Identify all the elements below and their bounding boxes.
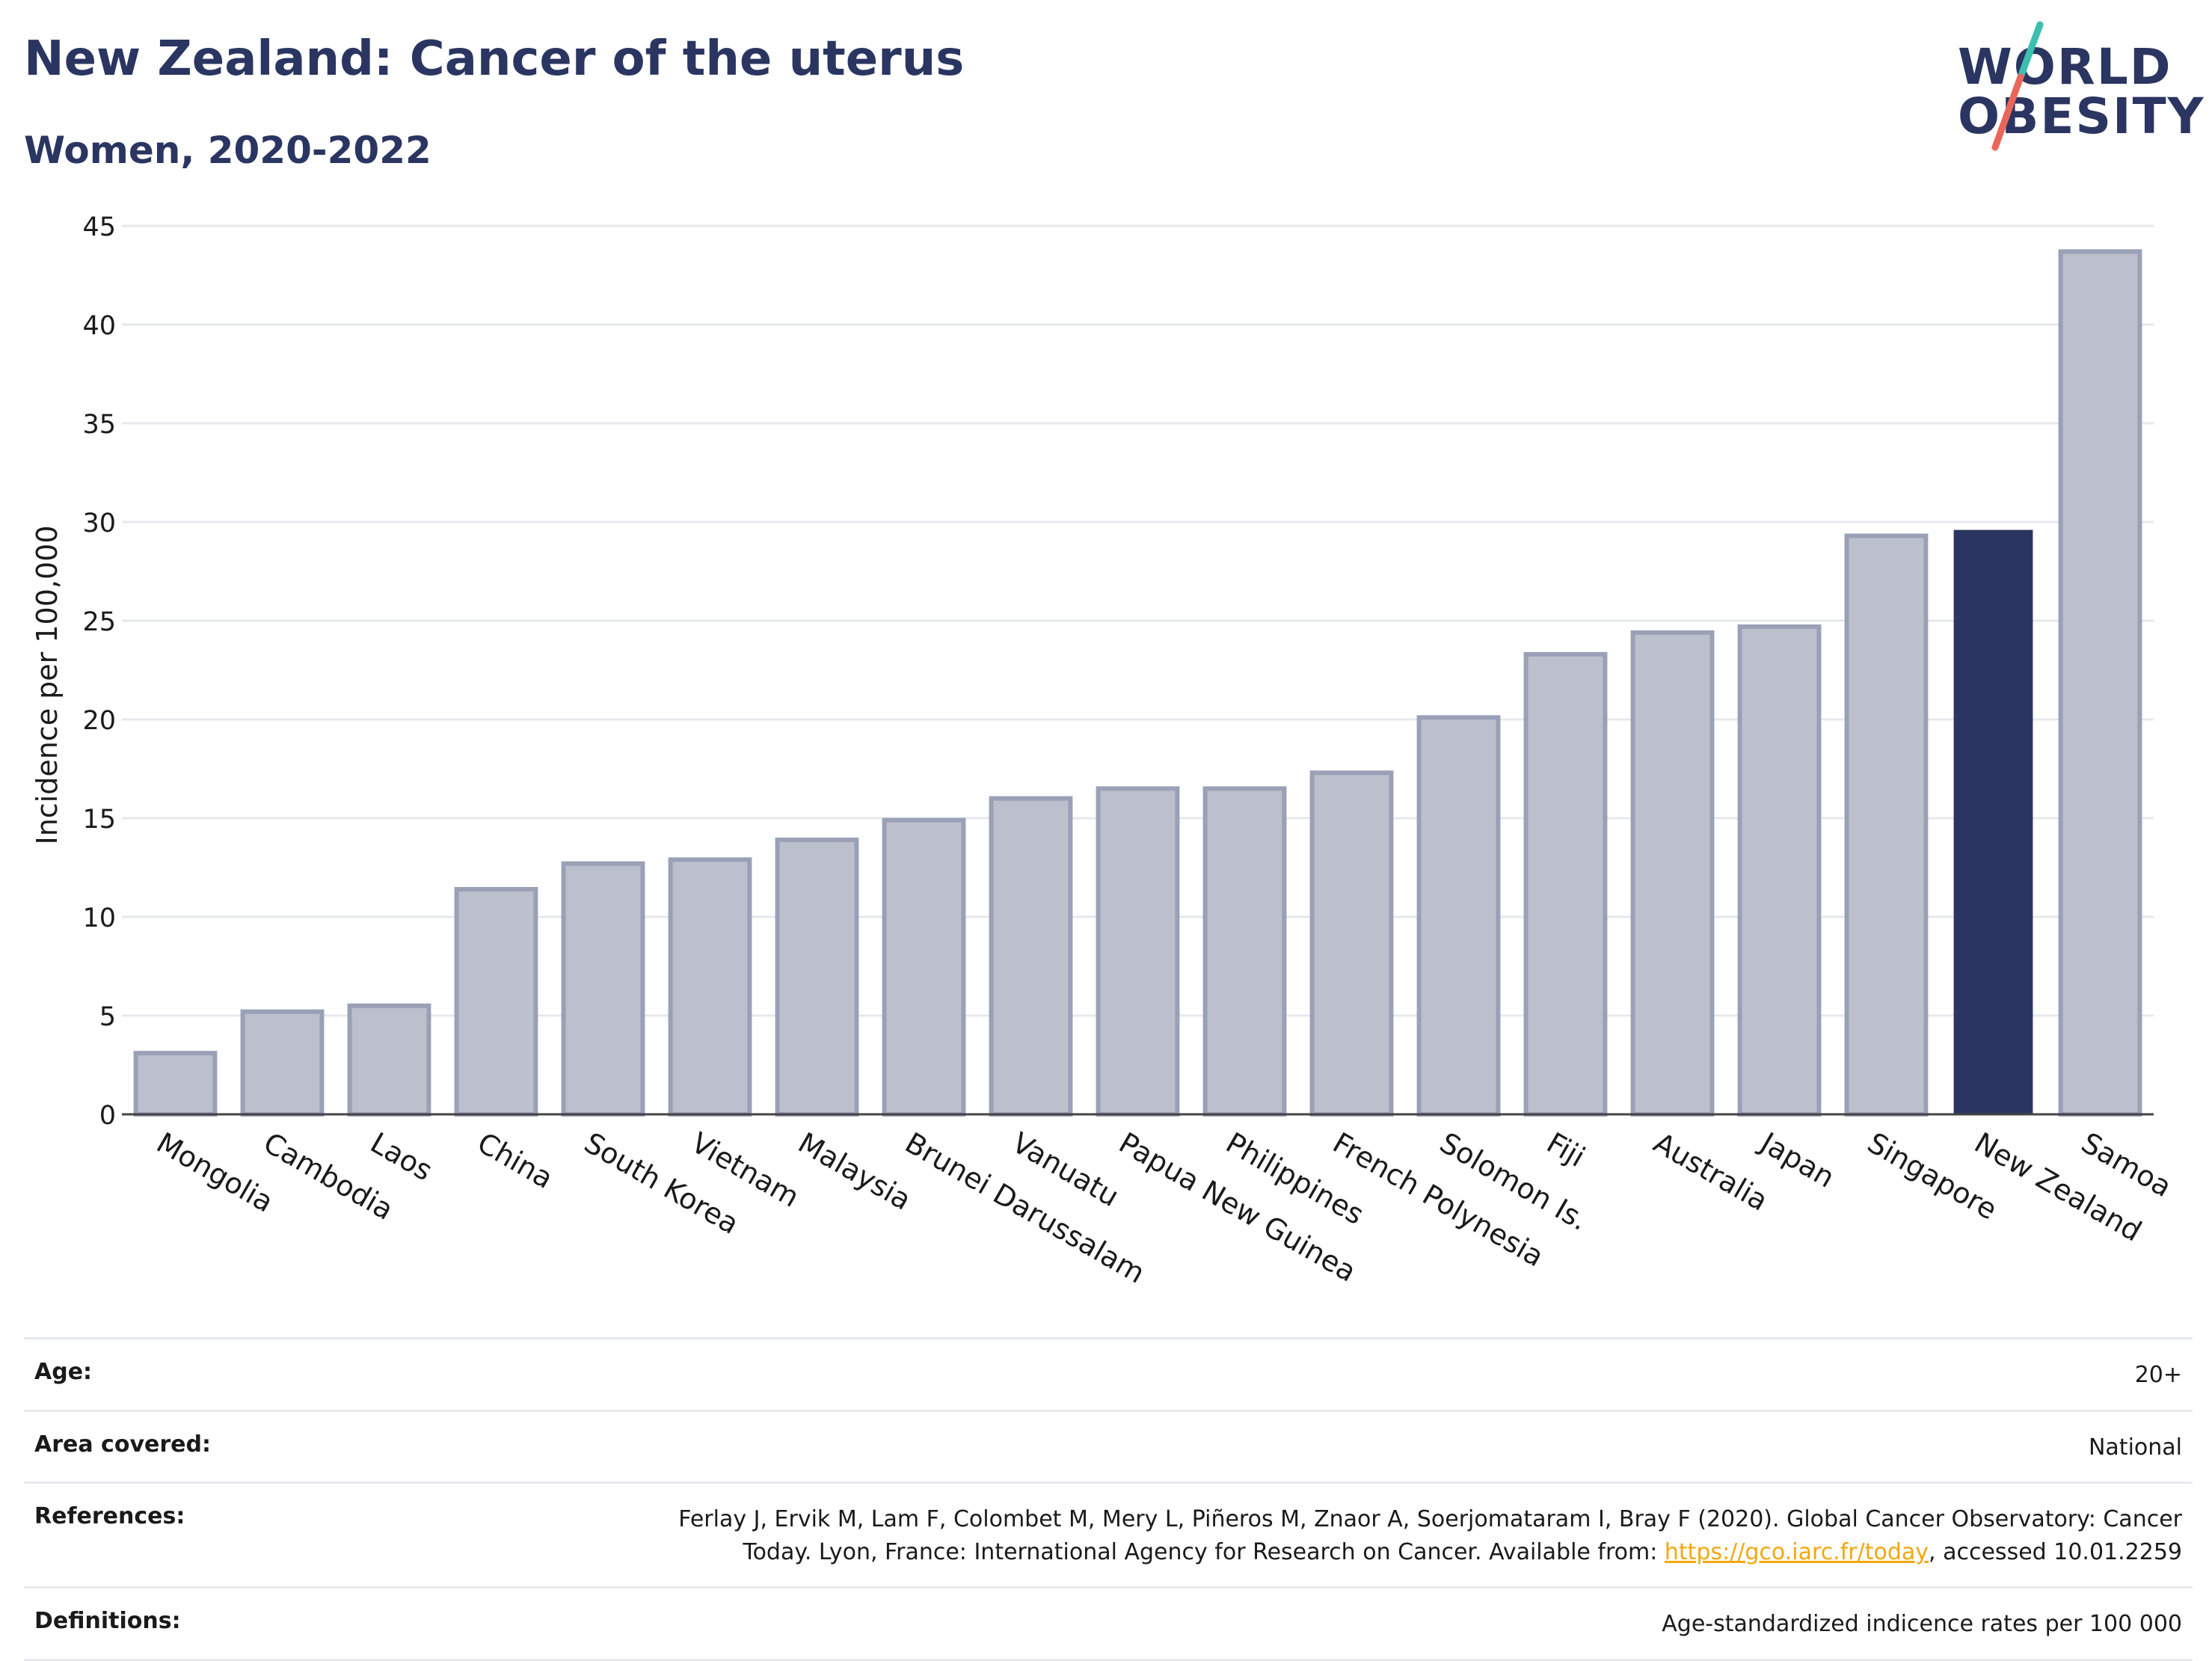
bar: [1309, 770, 1394, 1117]
bar: [882, 817, 966, 1117]
logo-line-1: WORLD: [1958, 38, 2172, 96]
reference-link[interactable]: https://gco.iarc.fr/today: [1664, 1538, 1929, 1565]
world-obesity-logo: WORLD OBESITY: [1952, 19, 2203, 161]
info-label: Age:: [34, 1359, 93, 1385]
bar: [133, 1051, 218, 1117]
info-row-references: References: Ferlay J, Ervik M, Lam F, Co…: [24, 1482, 2193, 1586]
info-value: Ferlay J, Ervik M, Lam F, Colombet M, Me…: [612, 1503, 2182, 1568]
x-tick-label: Malaysia: [793, 1126, 917, 1217]
y-tick-label: 15: [82, 805, 116, 835]
bar: [561, 861, 645, 1117]
bar: [1096, 786, 1180, 1117]
y-tick-label: 30: [82, 509, 116, 538]
chart-title: New Zealand: Cancer of the uterus: [24, 31, 965, 87]
x-tick-label: Laos: [365, 1126, 438, 1188]
y-axis-label: Incidence per 100,000: [31, 525, 64, 844]
x-tick-label: Australia: [1648, 1126, 1774, 1218]
y-tick-label: 10: [82, 903, 116, 933]
info-value: National: [2088, 1434, 2182, 1461]
bar: [989, 796, 1073, 1117]
y-tick-label: 40: [82, 311, 116, 341]
info-label: References:: [34, 1503, 185, 1529]
bar: [775, 838, 859, 1117]
chart-subtitle: Women, 2020-2022: [24, 129, 431, 172]
info-row-age: Age: 20+: [24, 1337, 2193, 1410]
info-value: Age-standardized indicence rates per 100…: [1662, 1611, 2182, 1637]
x-tick-label: Fiji: [1541, 1126, 1591, 1173]
bar: [2058, 249, 2142, 1117]
bar: [1844, 533, 1929, 1117]
bar: [1523, 651, 1608, 1117]
bar: [1416, 715, 1501, 1117]
y-tick-label: 25: [82, 607, 116, 637]
reference-text: Ferlay J, Ervik M, Lam F, Colombet M, Me…: [678, 1506, 2182, 1565]
x-tick-label: Japan: [1754, 1126, 1840, 1194]
bar: [454, 887, 538, 1117]
bars: [122, 249, 2154, 1117]
bar-highlight: [1953, 529, 2033, 1114]
y-axis-ticks: 0 5 10 15 20 25 30 35 40 45: [82, 212, 116, 1131]
bar: [1630, 630, 1715, 1117]
info-label: Definitions:: [34, 1608, 181, 1634]
info-table: Age: 20+ Area covered: National Referenc…: [24, 1337, 2193, 1661]
info-row-definitions: Definitions: Age-standardized indicence …: [24, 1586, 2193, 1661]
reference-accessed: , accessed 10.01.2259: [1929, 1538, 2182, 1565]
bar: [1737, 624, 1822, 1117]
x-tick-label: Mongolia: [151, 1126, 279, 1219]
info-row-area: Area covered: National: [24, 1409, 2193, 1482]
logo-slash-icon: [1991, 21, 2044, 151]
info-label: Area covered:: [34, 1431, 211, 1458]
bar: [1202, 786, 1287, 1117]
y-tick-label: 20: [82, 706, 116, 736]
bar: [668, 857, 752, 1117]
y-tick-label: 0: [99, 1101, 116, 1131]
bar: [240, 1009, 325, 1117]
y-tick-label: 35: [82, 410, 116, 440]
y-tick-label: 5: [99, 1002, 116, 1032]
info-value: 20+: [2134, 1362, 2182, 1388]
x-tick-label: China: [472, 1126, 559, 1195]
y-tick-label: 45: [82, 212, 116, 242]
bar: [347, 1003, 431, 1117]
